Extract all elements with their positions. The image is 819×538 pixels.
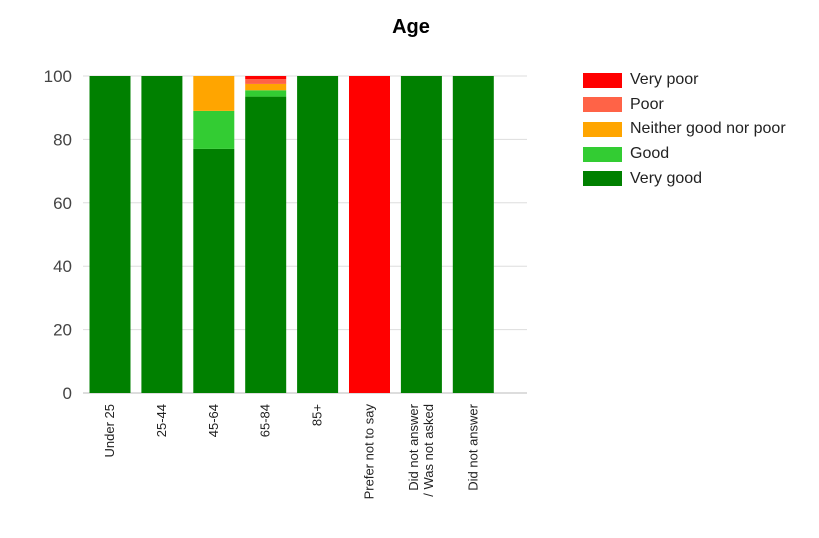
category-label: Prefer not to say <box>362 404 377 500</box>
legend-swatch <box>583 121 622 137</box>
category-label: Under 25 <box>102 404 117 457</box>
legend-swatch <box>583 146 622 162</box>
bar-segment-very-good <box>452 76 494 393</box>
legend-label: Poor <box>630 95 664 113</box>
category-labels: Under 25 25-44 45-64 65-84 85+ Prefer not to … <box>102 403 480 499</box>
bar-segment-very-good <box>89 76 131 393</box>
bar-segment-very-good <box>141 76 183 393</box>
y-tick-label: 20 <box>53 321 72 340</box>
bar-segment-very-good <box>193 148 235 393</box>
bar-segment-very-poor <box>349 76 390 393</box>
legend-label: Neither good nor poor <box>630 120 786 138</box>
legend-item: Very poor <box>583 68 786 93</box>
legend-label: Very good <box>630 169 703 187</box>
legend-swatch <box>583 72 622 88</box>
bar-segment-good <box>245 90 287 97</box>
bar-segment-poor <box>245 79 287 84</box>
category-label: 25-44 <box>154 404 169 437</box>
category-label: Did not answer <box>465 403 480 490</box>
legend-swatch <box>583 97 622 113</box>
y-tick-label: 0 <box>63 384 72 403</box>
category-label: 45-64 <box>206 404 221 437</box>
legend-item: Good <box>583 142 786 167</box>
y-tick-label: 80 <box>53 130 72 149</box>
y-tick-label: 100 <box>44 67 72 86</box>
category-label: Did not answer <box>406 403 421 490</box>
y-tick-label: 60 <box>53 194 72 213</box>
y-tick-label: 40 <box>53 257 72 276</box>
legend: Very poor Poor Neither good nor poor Good Ve… <box>583 68 786 191</box>
legend-item: Neither good nor poor <box>583 117 786 142</box>
category-label: 65-84 <box>258 404 273 437</box>
legend-swatch <box>583 171 622 187</box>
bar-segment-neither-good-nor-poor <box>193 76 235 111</box>
category-label: / Was not asked <box>421 404 436 497</box>
legend-item: Poor <box>583 93 786 118</box>
bar-segment-neither-good-nor-poor <box>245 83 287 91</box>
chart-title: Age <box>392 16 430 38</box>
bar-segment-very-good <box>400 76 442 393</box>
bar-segment-very-good <box>297 76 339 393</box>
y-axis-ticks: 0 20 40 60 80 100 <box>44 67 72 403</box>
category-label: 85+ <box>310 404 325 426</box>
legend-label: Good <box>630 145 670 163</box>
legend-item: Very good <box>583 166 786 191</box>
bar-segment-very-poor <box>245 76 287 80</box>
legend-label: Very poor <box>630 71 699 89</box>
bar-segment-good <box>193 110 235 149</box>
bars <box>89 76 494 393</box>
bar-segment-very-good <box>245 96 287 393</box>
